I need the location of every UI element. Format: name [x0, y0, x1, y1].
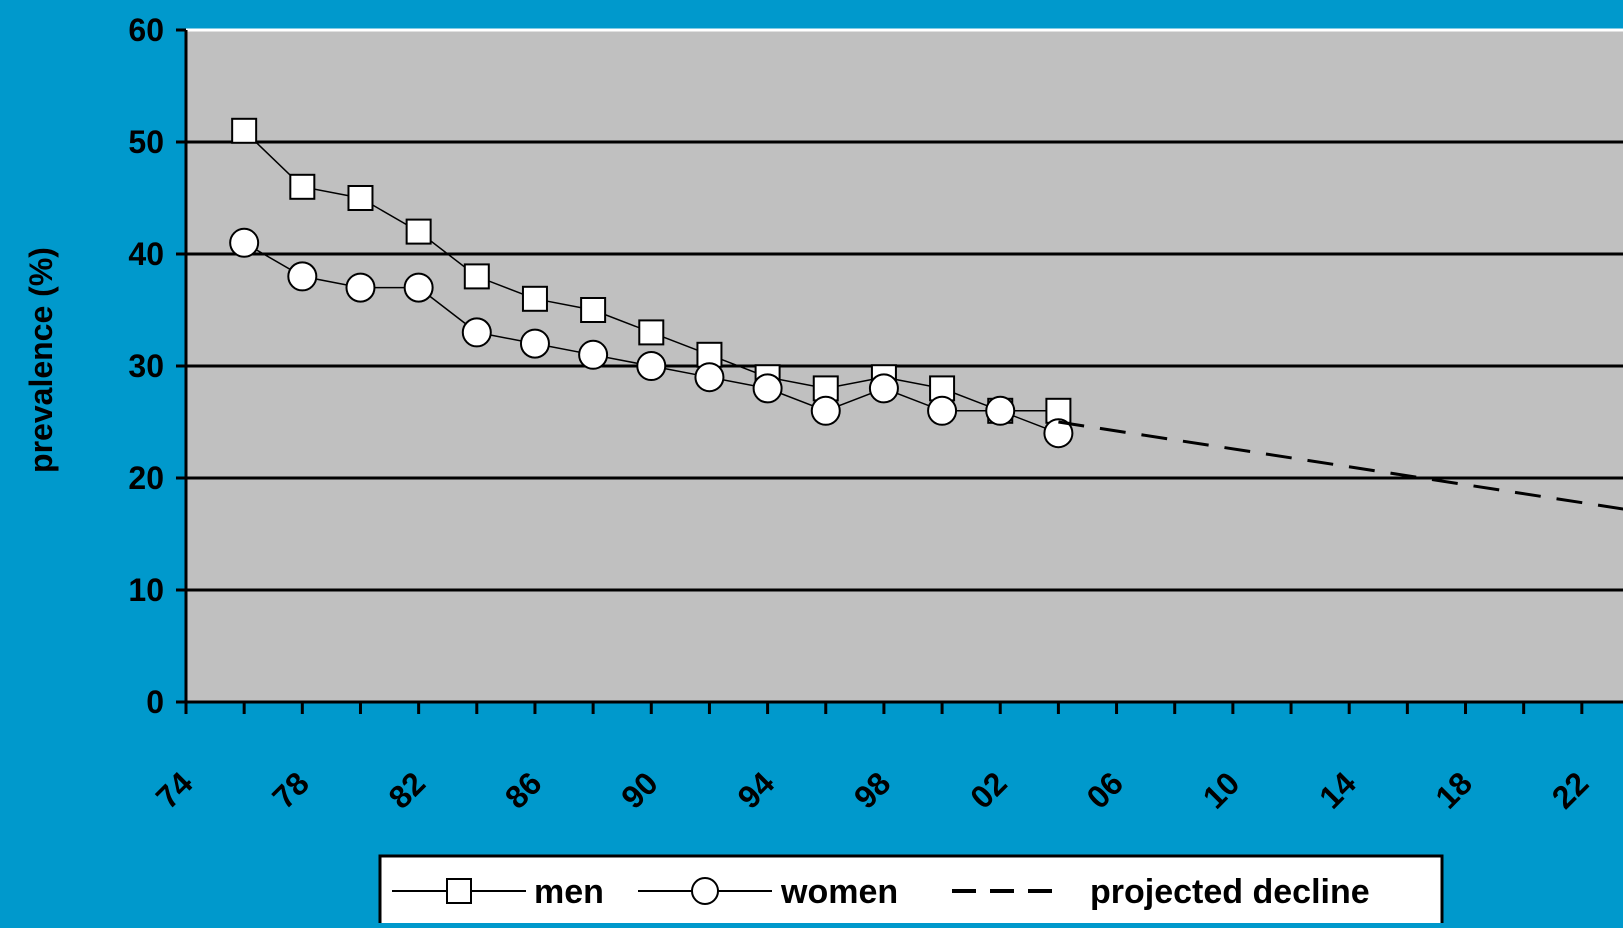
- x-tick-label: 74: [149, 765, 200, 816]
- series-layer: [229, 117, 1623, 511]
- y-axis-title: prevalence (%): [23, 247, 59, 473]
- data-point-men: [580, 297, 607, 323]
- x-tick-label: 14: [1312, 765, 1363, 816]
- y-tick-label: 50: [128, 124, 164, 160]
- data-point-women: [403, 272, 434, 303]
- series-line: [1058, 420, 1623, 511]
- data-point-men: [521, 285, 548, 312]
- x-tick-label: 94: [731, 765, 782, 816]
- x-tick-label: 06: [1079, 765, 1130, 816]
- x-tick-label: 18: [1428, 765, 1479, 816]
- x-tick-label: 86: [498, 765, 549, 816]
- legend-label: women: [780, 873, 898, 911]
- data-point-women: [1043, 418, 1074, 449]
- x-tick-label: 98: [847, 765, 898, 816]
- legend-items: men women projected decline: [392, 873, 1370, 911]
- data-point-men: [347, 185, 374, 211]
- legend-label: projected decline: [1090, 873, 1370, 911]
- y-tick-label: 30: [128, 348, 164, 384]
- data-point-women: [752, 373, 783, 404]
- x-tick-label: 78: [265, 765, 316, 816]
- data-point-men: [231, 117, 258, 144]
- data-point-women: [519, 328, 550, 359]
- legend-marker-circle: [691, 877, 719, 905]
- legend-label: men: [534, 873, 604, 911]
- data-point-women: [636, 351, 667, 381]
- y-tick-label: 10: [128, 572, 164, 608]
- legend-item-projected-decline: projected decline: [952, 873, 1370, 911]
- data-point-men: [463, 263, 490, 290]
- data-point-women: [229, 227, 260, 258]
- legend-item-men: men: [392, 873, 604, 911]
- y-tick-label: 40: [128, 236, 164, 272]
- data-point-women: [578, 339, 609, 370]
- data-point-women: [461, 317, 492, 348]
- data-point-men: [638, 319, 665, 346]
- data-point-women: [287, 261, 318, 292]
- series-projected-decline: [1058, 420, 1623, 511]
- x-tick-label: 82: [382, 765, 433, 816]
- data-point-women: [810, 395, 841, 426]
- data-point-women: [985, 395, 1016, 426]
- data-point-men: [289, 173, 316, 200]
- x-tick-label: 02: [963, 765, 1014, 816]
- data-point-women: [927, 395, 958, 426]
- x-tick-label: 10: [1196, 765, 1247, 816]
- legend: men women projected decline: [378, 854, 1444, 928]
- data-point-women: [868, 373, 899, 404]
- legend-box: [378, 854, 1444, 928]
- legend-marker-square: [446, 878, 472, 904]
- x-tick-label: 22: [1545, 765, 1596, 816]
- y-tick-label: 60: [128, 12, 164, 48]
- x-tick-label: 90: [614, 765, 665, 816]
- data-point-women: [694, 362, 725, 393]
- y-tick-label: 20: [128, 460, 164, 496]
- data-point-men: [405, 218, 432, 245]
- gridlines: [186, 28, 1623, 592]
- y-tick-label: 0: [146, 684, 164, 720]
- legend-item-women: women: [638, 873, 898, 911]
- series-women: [229, 227, 1074, 449]
- data-point-women: [345, 272, 376, 303]
